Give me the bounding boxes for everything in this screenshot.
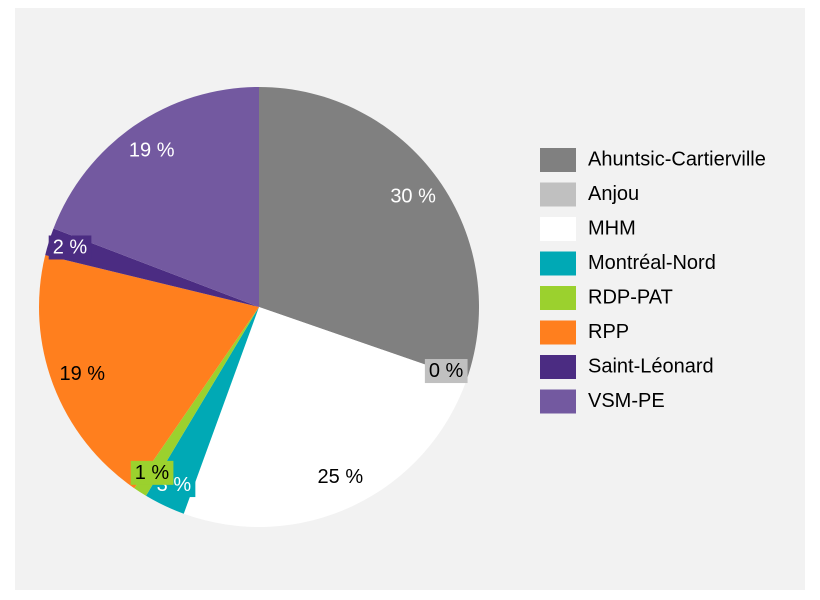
legend-label: Saint-Léonard <box>588 355 714 377</box>
legend-swatch <box>540 251 576 276</box>
legend-label: MHM <box>588 217 636 239</box>
legend-label: VSM-PE <box>588 390 665 412</box>
data-label-group: 19 % <box>59 363 105 385</box>
legend-swatch <box>540 182 576 207</box>
legend-swatch <box>540 286 576 310</box>
pie-slice <box>183 307 467 527</box>
data-label: 25 % <box>318 466 364 488</box>
data-label-box <box>424 359 468 384</box>
data-label-box <box>48 235 92 260</box>
data-label: 0 % <box>429 360 464 382</box>
data-label-group: 30 % <box>390 186 436 208</box>
legend-swatch <box>540 148 576 172</box>
legend-label: Anjou <box>588 183 639 205</box>
legend-swatch <box>540 217 576 241</box>
legend-swatch <box>540 320 576 345</box>
data-label: 2 % <box>53 236 88 258</box>
data-label-group: 0 % <box>424 359 468 384</box>
legend-label: Montréal-Nord <box>588 252 716 274</box>
pie-slice <box>45 228 260 307</box>
data-label-box <box>130 460 174 485</box>
data-label-group: 2 % <box>48 235 92 260</box>
legend-label: RPP <box>588 321 629 343</box>
data-label: 30 % <box>390 186 436 208</box>
pie-slice <box>38 255 259 489</box>
data-label-group: 25 % <box>318 466 364 488</box>
pie-slice <box>259 87 479 379</box>
legend-swatch <box>540 355 576 379</box>
data-label: 19 % <box>129 139 175 161</box>
pie-slice <box>145 307 259 514</box>
data-label: 19 % <box>59 363 105 385</box>
legend-label: Ahuntsic-Cartierville <box>588 148 766 170</box>
data-label-group: 1 % <box>130 460 174 485</box>
data-label-group: 19 % <box>129 139 175 161</box>
legend-label: RDP-PAT <box>588 286 673 308</box>
legend-swatch <box>540 389 576 414</box>
pie-slice <box>53 87 259 307</box>
data-label: 1 % <box>135 462 170 484</box>
pie-slice <box>134 307 259 496</box>
